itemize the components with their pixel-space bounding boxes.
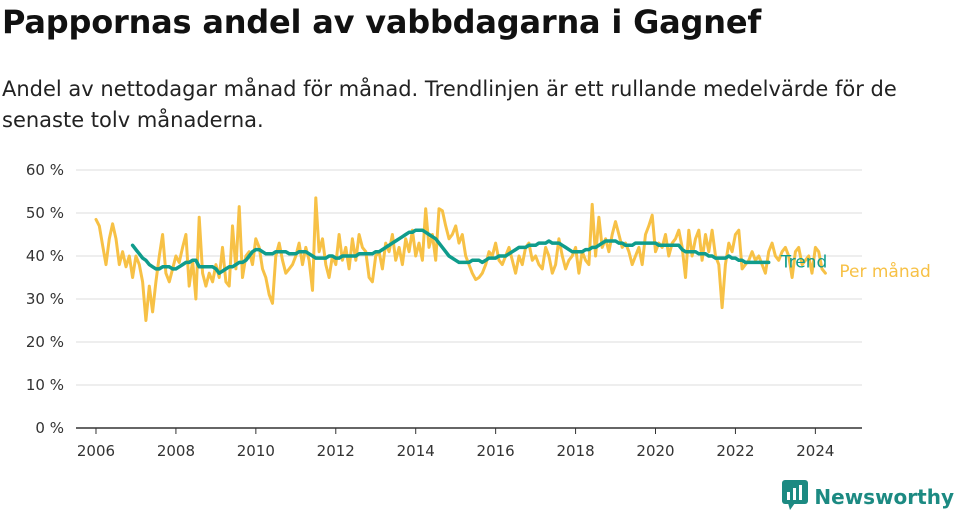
x-tick-label: 2020 [636, 442, 674, 460]
brand-logo[interactable]: Newsworthy [782, 480, 954, 514]
y-tick-label: 30 % [26, 290, 64, 308]
x-tick-label: 2012 [317, 442, 355, 460]
chart-title: Pappornas andel av vabbdagarna i Gagnef [2, 3, 762, 41]
newsworthy-logo-icon [782, 480, 809, 514]
series-line-trend [130, 228, 771, 275]
y-tick-label: 10 % [26, 376, 64, 394]
x-axis: 2006 2008 2010 2012 2014 2016 2018 2020 2022 2024 [76, 427, 862, 460]
x-tick-label: 2022 [716, 442, 754, 460]
y-tick-label: 60 % [26, 161, 64, 179]
x-tick-label: 2008 [157, 442, 195, 460]
x-tick-label: 2014 [397, 442, 435, 460]
series-label-per-manad: Per månad [839, 261, 930, 282]
x-tick-label: 2016 [477, 442, 515, 460]
series-lines [94, 196, 827, 322]
x-tick-label: 2010 [237, 442, 275, 460]
series-labels: Trend Per månad [780, 252, 931, 282]
series-label-trend: Trend [780, 252, 828, 272]
y-tick-label: 20 % [26, 333, 64, 351]
x-tick-label: 2018 [556, 442, 594, 460]
brand-name: Newsworthy [814, 485, 954, 509]
x-tick-label: 2024 [796, 442, 834, 460]
y-tick-label: 40 % [26, 247, 64, 265]
y-tick-label: 50 % [26, 204, 64, 222]
x-tick-label: 2006 [77, 442, 115, 460]
grid-lines: 0 % 10 % 20 % 30 % 40 % 50 % 60 % [26, 161, 862, 437]
chart-subtitle: Andel av nettodagar månad för månad. Tre… [2, 77, 897, 132]
y-tick-label: 0 % [35, 419, 64, 437]
